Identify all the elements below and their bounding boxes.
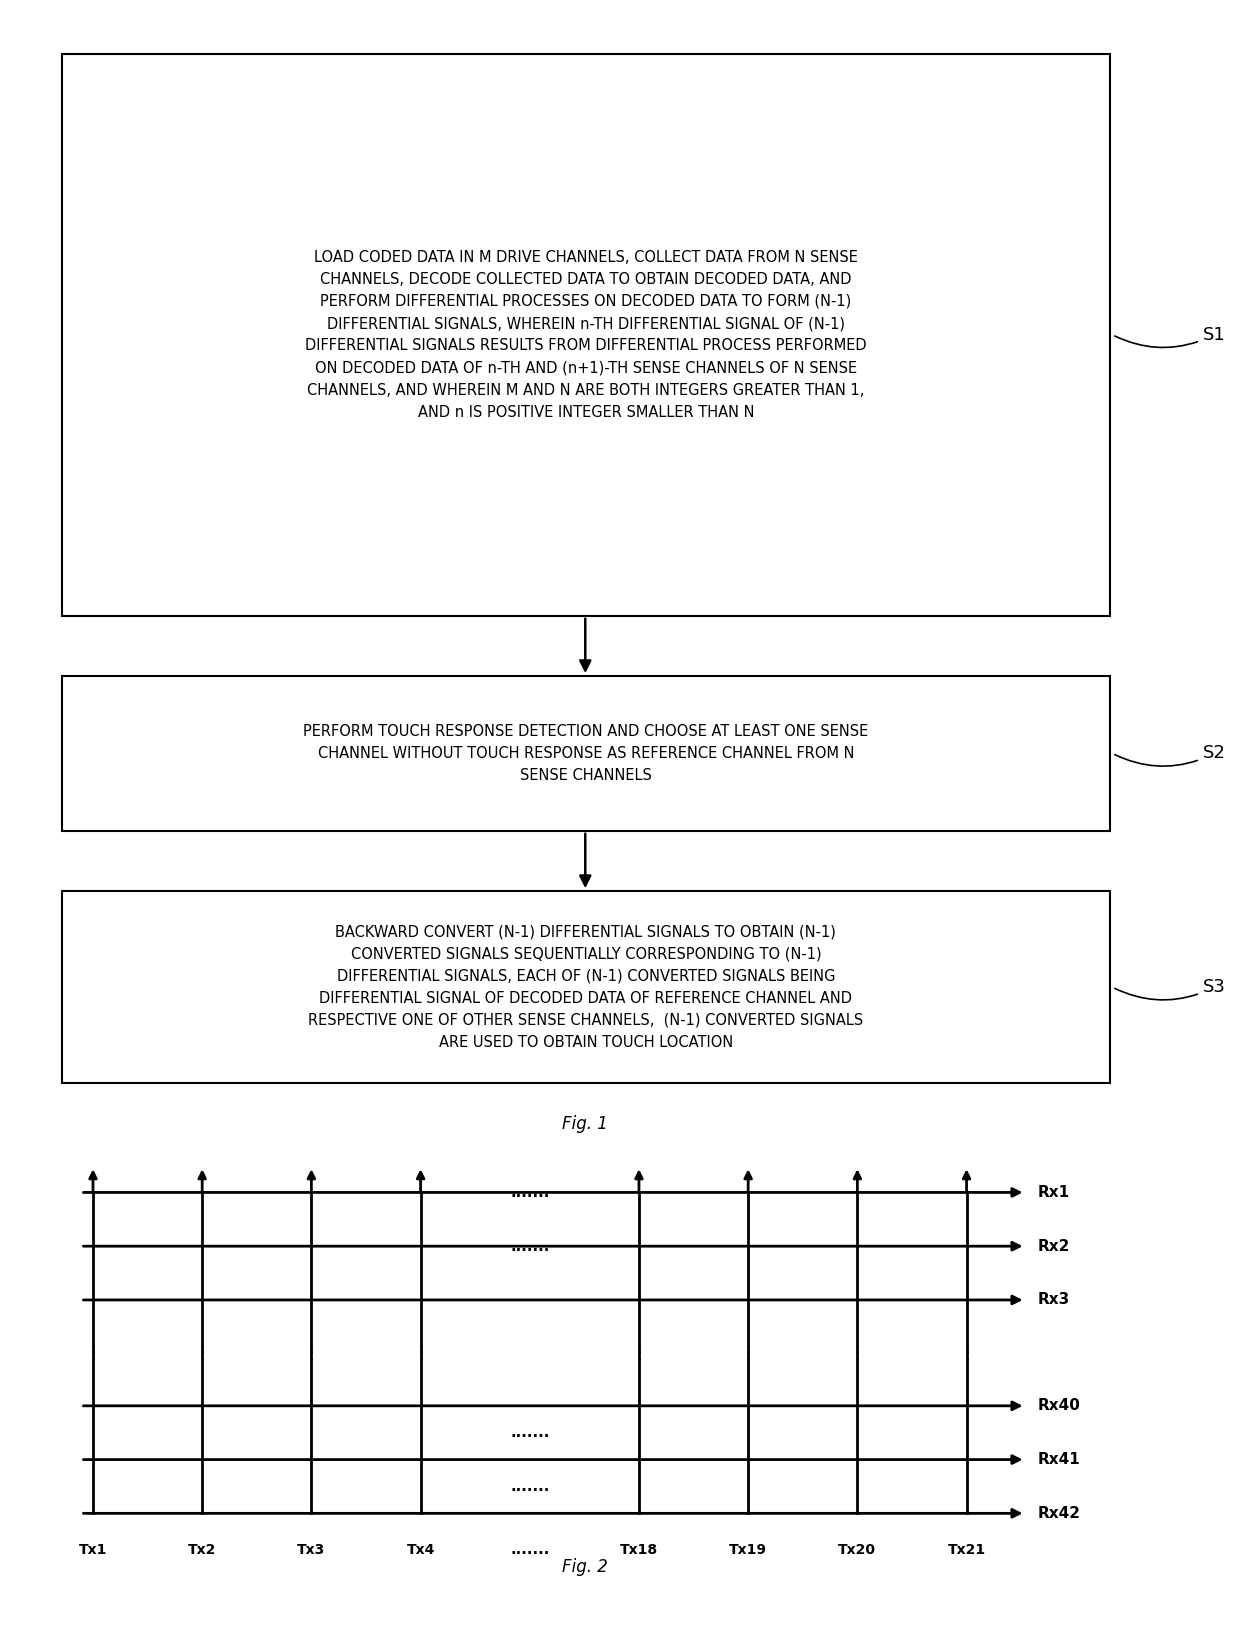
Text: Rx1: Rx1 [1038, 1184, 1070, 1201]
Text: ⋮: ⋮ [83, 1344, 103, 1362]
Text: Tx21: Tx21 [947, 1543, 986, 1557]
Text: .......: ....... [510, 1541, 549, 1557]
Text: Fig. 2: Fig. 2 [563, 1557, 608, 1577]
Text: Tx4: Tx4 [407, 1543, 435, 1557]
Text: Tx2: Tx2 [188, 1543, 217, 1557]
Text: ⋮: ⋮ [192, 1344, 212, 1362]
Text: .......: ....... [510, 1238, 549, 1254]
Text: Tx20: Tx20 [838, 1543, 877, 1557]
Text: BACKWARD CONVERT (N-1) DIFFERENTIAL SIGNALS TO OBTAIN (N-1)
CONVERTED SIGNALS SE: BACKWARD CONVERT (N-1) DIFFERENTIAL SIGN… [309, 924, 863, 1051]
Text: Rx2: Rx2 [1038, 1238, 1070, 1254]
Text: LOAD CODED DATA IN M DRIVE CHANNELS, COLLECT DATA FROM N SENSE
CHANNELS, DECODE : LOAD CODED DATA IN M DRIVE CHANNELS, COL… [305, 249, 867, 420]
Text: ⋮: ⋮ [957, 1344, 976, 1362]
Text: PERFORM TOUCH RESPONSE DETECTION AND CHOOSE AT LEAST ONE SENSE
CHANNEL WITHOUT T: PERFORM TOUCH RESPONSE DETECTION AND CHO… [304, 723, 868, 784]
Text: ⋮: ⋮ [410, 1344, 430, 1362]
Text: Tx19: Tx19 [729, 1543, 768, 1557]
Text: .......: ....... [510, 1479, 549, 1494]
Text: .......: ....... [510, 1425, 549, 1440]
Text: Tx18: Tx18 [620, 1543, 658, 1557]
FancyBboxPatch shape [62, 891, 1110, 1083]
Text: Tx3: Tx3 [298, 1543, 326, 1557]
Text: Rx40: Rx40 [1038, 1398, 1081, 1414]
FancyBboxPatch shape [62, 54, 1110, 616]
Text: S2: S2 [1115, 744, 1225, 766]
Text: S3: S3 [1115, 977, 1225, 1000]
Text: Rx42: Rx42 [1038, 1505, 1081, 1521]
FancyBboxPatch shape [62, 676, 1110, 831]
Text: Fig. 1: Fig. 1 [563, 1114, 608, 1134]
Text: Rx41: Rx41 [1038, 1451, 1080, 1468]
Text: Rx3: Rx3 [1038, 1292, 1070, 1308]
Text: Tx1: Tx1 [79, 1543, 107, 1557]
Text: ⋮: ⋮ [301, 1344, 321, 1362]
Text: ⋮: ⋮ [848, 1344, 867, 1362]
Text: ⋮: ⋮ [629, 1344, 649, 1362]
Text: S1: S1 [1115, 326, 1225, 347]
Text: .......: ....... [510, 1184, 549, 1201]
Text: ⋮: ⋮ [738, 1344, 758, 1362]
